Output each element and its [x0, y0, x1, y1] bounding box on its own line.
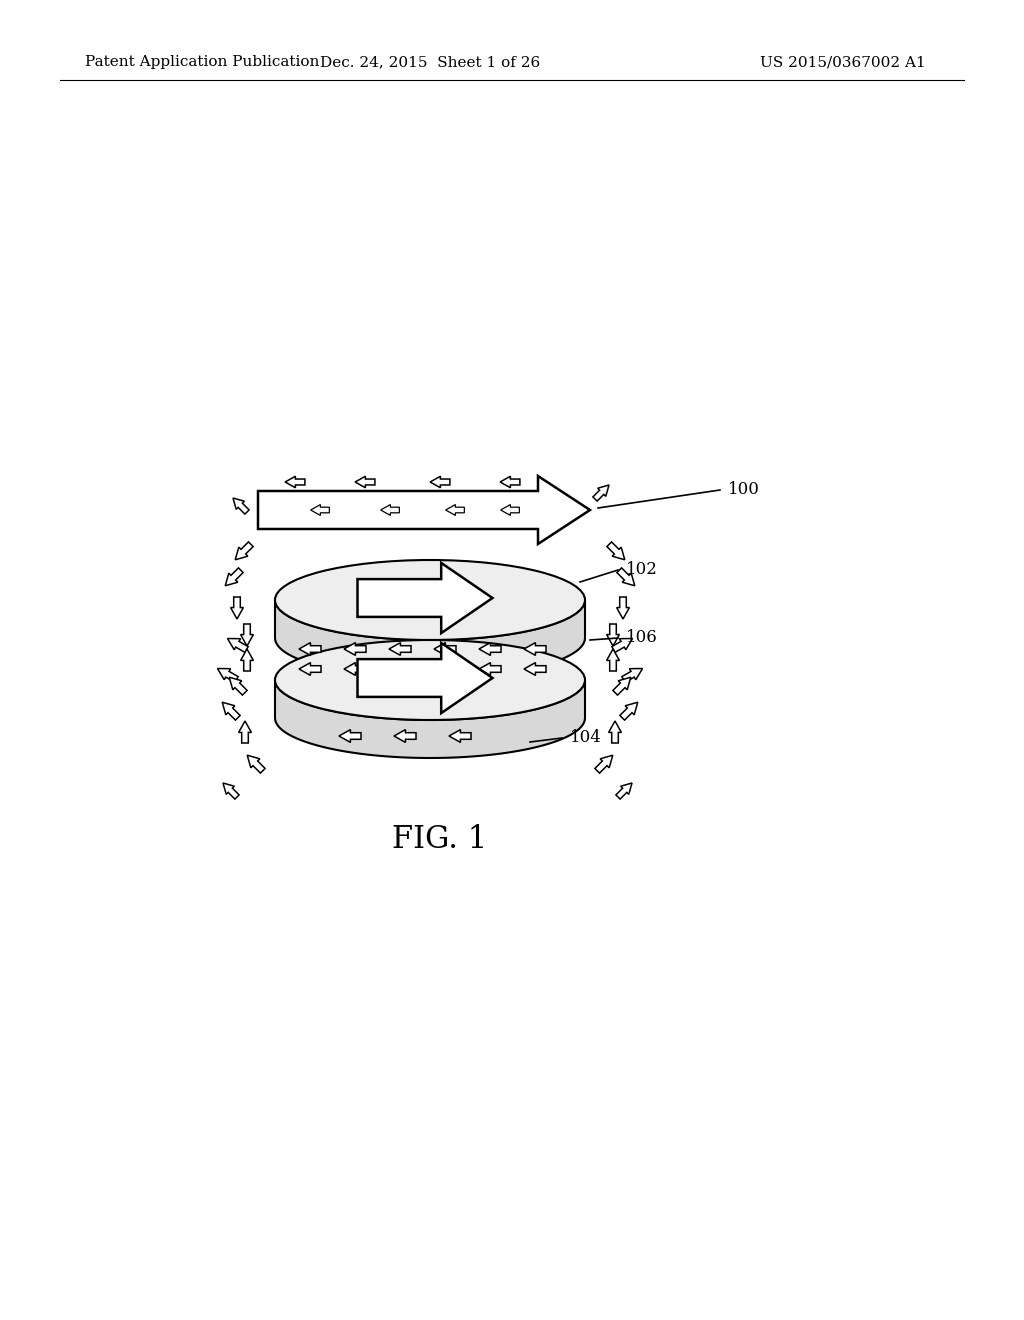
- Polygon shape: [389, 643, 411, 656]
- Polygon shape: [524, 643, 546, 656]
- Polygon shape: [225, 568, 243, 586]
- Polygon shape: [524, 663, 546, 676]
- Polygon shape: [299, 643, 321, 656]
- Polygon shape: [239, 721, 251, 743]
- Polygon shape: [394, 730, 416, 742]
- Polygon shape: [595, 755, 612, 774]
- Polygon shape: [501, 504, 519, 515]
- Polygon shape: [310, 504, 330, 515]
- Polygon shape: [430, 477, 450, 488]
- Text: US 2015/0367002 A1: US 2015/0367002 A1: [760, 55, 926, 69]
- Polygon shape: [222, 702, 240, 721]
- Text: 106: 106: [626, 630, 657, 647]
- Polygon shape: [223, 783, 239, 799]
- Polygon shape: [275, 601, 585, 678]
- Polygon shape: [613, 677, 631, 696]
- Polygon shape: [236, 543, 253, 560]
- Polygon shape: [344, 663, 366, 676]
- Polygon shape: [355, 477, 375, 488]
- Polygon shape: [357, 643, 493, 713]
- Polygon shape: [381, 504, 399, 515]
- Polygon shape: [230, 597, 244, 619]
- Polygon shape: [434, 643, 456, 656]
- Polygon shape: [479, 663, 501, 676]
- Polygon shape: [258, 477, 590, 544]
- Polygon shape: [233, 498, 249, 513]
- Text: FIG. 1: FIG. 1: [392, 825, 487, 855]
- Polygon shape: [622, 668, 642, 682]
- Polygon shape: [445, 504, 464, 515]
- Polygon shape: [434, 663, 456, 676]
- Polygon shape: [608, 721, 622, 743]
- Polygon shape: [275, 680, 585, 758]
- Polygon shape: [606, 624, 620, 645]
- Polygon shape: [285, 477, 305, 488]
- Polygon shape: [620, 702, 638, 721]
- Polygon shape: [607, 543, 625, 560]
- Polygon shape: [479, 643, 501, 656]
- Polygon shape: [357, 562, 493, 634]
- Text: Dec. 24, 2015  Sheet 1 of 26: Dec. 24, 2015 Sheet 1 of 26: [319, 55, 540, 69]
- Polygon shape: [241, 649, 253, 671]
- Polygon shape: [616, 597, 630, 619]
- Ellipse shape: [275, 640, 585, 719]
- Polygon shape: [449, 730, 471, 742]
- Polygon shape: [616, 568, 635, 586]
- Polygon shape: [593, 484, 609, 502]
- Ellipse shape: [275, 560, 585, 640]
- Polygon shape: [247, 755, 265, 774]
- Polygon shape: [227, 639, 248, 652]
- Polygon shape: [615, 783, 632, 799]
- Polygon shape: [229, 677, 247, 696]
- Text: 104: 104: [570, 730, 602, 747]
- Polygon shape: [606, 649, 620, 671]
- Polygon shape: [389, 663, 411, 676]
- Text: 100: 100: [728, 482, 760, 499]
- Polygon shape: [339, 730, 361, 742]
- Polygon shape: [217, 668, 239, 682]
- Text: 102: 102: [626, 561, 657, 578]
- Polygon shape: [611, 639, 633, 652]
- Polygon shape: [344, 643, 366, 656]
- Polygon shape: [500, 477, 520, 488]
- Polygon shape: [299, 663, 321, 676]
- Text: Patent Application Publication: Patent Application Publication: [85, 55, 319, 69]
- Polygon shape: [241, 624, 253, 645]
